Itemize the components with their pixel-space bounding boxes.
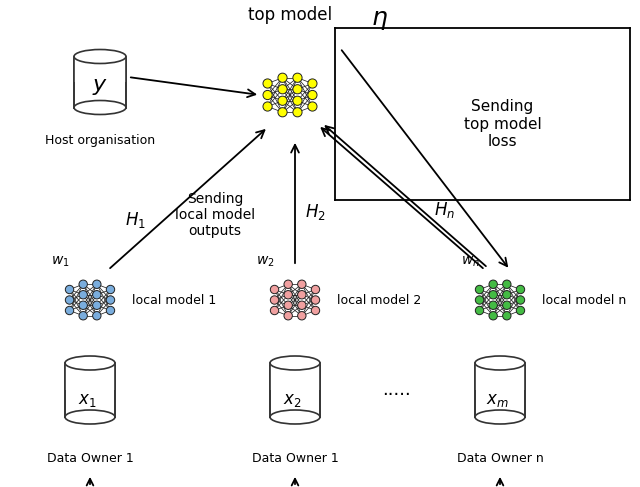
Text: $w_2$: $w_2$	[256, 255, 275, 269]
Circle shape	[293, 108, 302, 117]
Ellipse shape	[74, 100, 126, 114]
FancyBboxPatch shape	[270, 363, 320, 417]
FancyBboxPatch shape	[74, 56, 126, 82]
Circle shape	[293, 96, 302, 105]
Ellipse shape	[475, 410, 525, 424]
Circle shape	[93, 291, 101, 299]
Text: Data Owner 1: Data Owner 1	[47, 451, 133, 465]
Text: local model 1: local model 1	[132, 294, 216, 306]
Circle shape	[278, 96, 287, 105]
Circle shape	[106, 296, 115, 304]
Circle shape	[293, 85, 302, 94]
Text: $y$: $y$	[92, 77, 108, 97]
Circle shape	[79, 301, 88, 309]
Text: Host organisation: Host organisation	[45, 134, 155, 147]
Text: $x_2$: $x_2$	[283, 391, 301, 409]
Circle shape	[502, 301, 511, 309]
Circle shape	[65, 296, 74, 304]
Circle shape	[79, 280, 88, 288]
Circle shape	[65, 285, 74, 294]
Text: Sending
top model
loss: Sending top model loss	[463, 99, 541, 149]
Circle shape	[489, 291, 497, 299]
Circle shape	[293, 73, 302, 82]
Text: $x_m$: $x_m$	[486, 391, 508, 409]
Text: Data Owner 1: Data Owner 1	[252, 451, 339, 465]
Circle shape	[489, 301, 497, 309]
Text: .....: .....	[383, 381, 412, 399]
Circle shape	[298, 280, 306, 288]
Circle shape	[516, 296, 525, 304]
Circle shape	[79, 291, 88, 299]
Circle shape	[502, 312, 511, 320]
Circle shape	[106, 285, 115, 294]
Text: $H_1$: $H_1$	[125, 210, 145, 230]
Circle shape	[311, 296, 319, 304]
Circle shape	[476, 285, 484, 294]
Circle shape	[516, 285, 525, 294]
Circle shape	[502, 280, 511, 288]
Circle shape	[106, 306, 115, 315]
Text: $w_n$: $w_n$	[461, 255, 479, 269]
Circle shape	[284, 280, 292, 288]
Text: local model n: local model n	[542, 294, 627, 306]
Circle shape	[489, 280, 497, 288]
Circle shape	[263, 102, 272, 111]
Circle shape	[516, 306, 525, 315]
Circle shape	[270, 285, 279, 294]
Ellipse shape	[270, 410, 320, 424]
Text: local model 2: local model 2	[337, 294, 421, 306]
Ellipse shape	[65, 410, 115, 424]
Circle shape	[93, 312, 101, 320]
Circle shape	[489, 312, 497, 320]
FancyBboxPatch shape	[65, 363, 115, 417]
FancyBboxPatch shape	[475, 363, 525, 390]
Circle shape	[263, 91, 272, 100]
Circle shape	[298, 312, 306, 320]
Circle shape	[311, 285, 319, 294]
FancyBboxPatch shape	[65, 363, 115, 390]
Circle shape	[284, 301, 292, 309]
Circle shape	[298, 301, 306, 309]
FancyBboxPatch shape	[74, 56, 126, 108]
Text: η: η	[372, 6, 388, 30]
FancyBboxPatch shape	[475, 363, 525, 417]
Text: Data Owner n: Data Owner n	[456, 451, 543, 465]
Circle shape	[278, 85, 287, 94]
Circle shape	[476, 296, 484, 304]
Circle shape	[308, 102, 317, 111]
Ellipse shape	[65, 356, 115, 370]
Text: $H_n$: $H_n$	[435, 200, 456, 220]
Circle shape	[270, 306, 279, 315]
Ellipse shape	[475, 356, 525, 370]
Text: $w_1$: $w_1$	[51, 255, 69, 269]
Circle shape	[298, 291, 306, 299]
Circle shape	[308, 91, 317, 100]
Circle shape	[65, 306, 74, 315]
Circle shape	[270, 296, 279, 304]
Text: Sending
local model
outputs: Sending local model outputs	[175, 192, 255, 238]
Text: $x_1$: $x_1$	[77, 391, 97, 409]
Circle shape	[311, 306, 319, 315]
Circle shape	[263, 79, 272, 88]
Text: top model: top model	[248, 6, 332, 24]
Circle shape	[93, 301, 101, 309]
Ellipse shape	[270, 356, 320, 370]
Circle shape	[93, 280, 101, 288]
Circle shape	[308, 79, 317, 88]
Circle shape	[476, 306, 484, 315]
Circle shape	[284, 312, 292, 320]
Circle shape	[502, 291, 511, 299]
Circle shape	[278, 73, 287, 82]
Circle shape	[284, 291, 292, 299]
Circle shape	[79, 312, 88, 320]
Text: $H_2$: $H_2$	[305, 202, 325, 222]
Circle shape	[278, 108, 287, 117]
Ellipse shape	[74, 50, 126, 63]
FancyBboxPatch shape	[270, 363, 320, 390]
